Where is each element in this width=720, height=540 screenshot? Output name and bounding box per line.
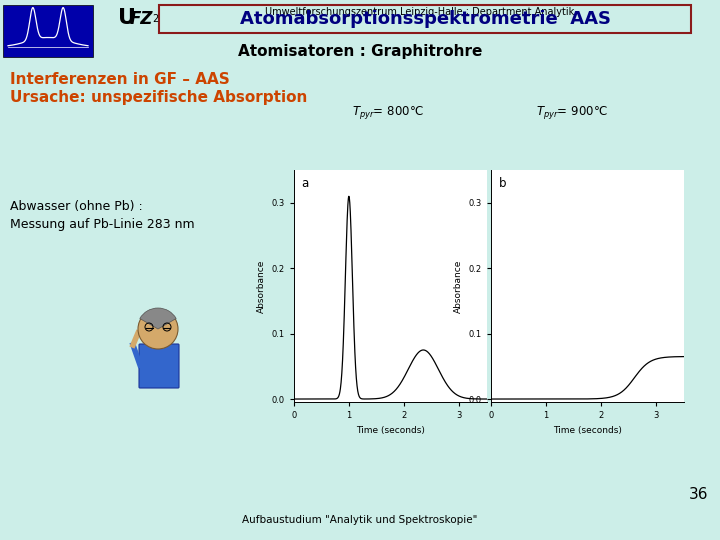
Text: 2: 2: [152, 14, 158, 24]
Y-axis label: Absorbance: Absorbance: [454, 260, 463, 313]
X-axis label: Time (seconds): Time (seconds): [553, 426, 622, 435]
Text: FZ: FZ: [130, 10, 153, 28]
Text: 36: 36: [688, 487, 708, 502]
Text: Ursache: unspezifische Absorption: Ursache: unspezifische Absorption: [10, 90, 307, 105]
Wedge shape: [140, 308, 176, 329]
FancyBboxPatch shape: [139, 344, 179, 388]
X-axis label: Time (seconds): Time (seconds): [356, 426, 425, 435]
Text: Umweltforschungszentrum Leipzig-Halle ; Department Analytik: Umweltforschungszentrum Leipzig-Halle ; …: [266, 7, 575, 17]
FancyBboxPatch shape: [159, 5, 691, 33]
Text: Interferenzen in GF – AAS: Interferenzen in GF – AAS: [10, 72, 230, 87]
Text: b: b: [499, 177, 506, 190]
Text: $T_{pyr}$= 800°C: $T_{pyr}$= 800°C: [352, 104, 424, 121]
Bar: [3, 5, 93, 57]
Text: Atomabsorptionsspektrometrie  AAS: Atomabsorptionsspektrometrie AAS: [240, 10, 611, 28]
Text: Messung auf Pb-Linie 283 nm: Messung auf Pb-Linie 283 nm: [10, 218, 194, 231]
Y-axis label: Absorbance: Absorbance: [257, 260, 266, 313]
Text: Abwasser (ohne Pb) :: Abwasser (ohne Pb) :: [10, 200, 143, 213]
Text: Atomisatoren : Graphitrohre: Atomisatoren : Graphitrohre: [238, 44, 482, 59]
Circle shape: [138, 309, 178, 349]
Text: Aufbaustudium "Analytik und Spektroskopie": Aufbaustudium "Analytik und Spektroskopi…: [243, 515, 477, 525]
Text: $T_{pyr}$= 900°C: $T_{pyr}$= 900°C: [536, 104, 608, 121]
Text: a: a: [302, 177, 309, 190]
Text: U: U: [118, 8, 136, 28]
